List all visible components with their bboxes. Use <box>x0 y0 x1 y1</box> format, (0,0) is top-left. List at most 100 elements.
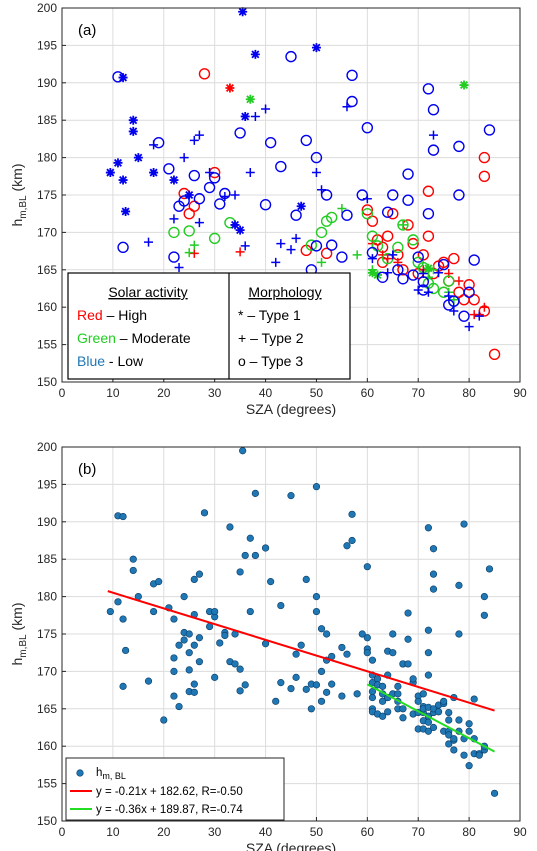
data-point <box>480 592 488 601</box>
marker-low-type3 <box>387 189 399 201</box>
marker-moderate-type1 <box>245 94 255 104</box>
data-point <box>338 643 346 652</box>
marker-low-type1 <box>118 175 128 185</box>
data-point <box>119 682 127 690</box>
marker-low-type1 <box>113 158 123 168</box>
x-tick-label: 90 <box>513 386 527 400</box>
panel-b-y-label-subscript: m,BL <box>18 634 29 658</box>
marker-low-type2 <box>261 104 271 114</box>
marker-high-type3 <box>463 279 475 291</box>
data-point <box>119 512 127 521</box>
marker-low-type3 <box>397 273 409 285</box>
marker-high-type2 <box>235 247 245 257</box>
marker-low-type3 <box>453 189 465 201</box>
data-point <box>216 639 224 647</box>
data-point <box>363 649 371 657</box>
y-tick-label: 190 <box>37 76 57 90</box>
x-tick-label: 70 <box>412 386 426 400</box>
marker-low-type3 <box>219 187 231 200</box>
panel-b-y-axis-label: hm,BL (km) <box>9 602 29 665</box>
marker-low-type3 <box>402 168 414 180</box>
data-point <box>129 566 137 575</box>
legend-solar-low-word: Blue <box>77 353 105 369</box>
data-point <box>445 708 453 717</box>
panel-a: 0 10 20 30 40 50 60 70 80 90 150 155 160 165 170 175 180… <box>9 1 527 417</box>
marker-high-type3 <box>407 237 419 250</box>
marker-moderate-type3 <box>443 275 455 287</box>
data-point <box>180 592 188 601</box>
data-point <box>440 697 448 705</box>
marker-high-type3 <box>376 241 389 254</box>
marker-low-type3 <box>163 163 175 175</box>
data-point <box>317 697 326 705</box>
x-tick-label: 70 <box>412 825 426 839</box>
data-point <box>404 635 412 643</box>
y-tick-label: 180 <box>37 590 57 604</box>
marker-low-type3 <box>448 295 460 307</box>
marker-low-type3 <box>234 127 246 139</box>
data-point <box>460 520 468 528</box>
data-point <box>399 714 407 722</box>
panel-a-y-label-unit: (km) <box>9 163 25 195</box>
panel-b-y-label-unit: (km) <box>9 602 25 634</box>
x-tick-label: 20 <box>157 825 171 839</box>
data-point <box>155 578 163 586</box>
data-point <box>485 565 494 573</box>
marker-low-type2 <box>464 322 474 332</box>
marker-low-type2 <box>174 263 184 273</box>
y-tick-label: 160 <box>37 300 57 314</box>
fit-line-green <box>366 683 496 753</box>
marker-low-type2 <box>474 311 484 321</box>
data-point <box>267 578 275 586</box>
fit-line-red <box>107 590 495 712</box>
marker-low-type3 <box>188 169 201 182</box>
data-point <box>389 649 397 657</box>
marker-low-type3 <box>336 251 348 263</box>
data-point <box>122 646 130 655</box>
data-point <box>175 641 183 649</box>
legend-solar-high-rest: – High <box>103 307 147 323</box>
legend-solar-high-word: Red <box>77 307 103 323</box>
marker-low-type1 <box>311 43 321 53</box>
legend-solar-moderate-word: Green <box>77 330 116 346</box>
data-point <box>170 615 178 623</box>
panel-a-y-label-subscript: m,BL <box>18 195 29 219</box>
data-point <box>246 534 254 542</box>
marker-moderate-type3 <box>305 239 318 251</box>
marker-low-type2 <box>189 135 199 145</box>
data-point <box>363 634 371 642</box>
marker-moderate-type3 <box>315 226 328 239</box>
data-point <box>170 692 178 700</box>
data-point <box>343 542 351 550</box>
data-point <box>297 641 305 649</box>
data-point <box>185 630 193 638</box>
data-point <box>379 682 387 690</box>
y-tick-label: 165 <box>37 263 57 277</box>
y-tick-label: 160 <box>37 739 57 753</box>
marker-low-type1 <box>149 168 159 178</box>
data-point <box>231 660 239 668</box>
y-tick-label: 155 <box>37 777 57 791</box>
panel-a-frame <box>61 7 521 383</box>
marker-high-type3 <box>381 230 394 242</box>
marker-high-type3 <box>198 68 211 80</box>
marker-low-type3 <box>417 276 430 288</box>
marker-low-type3 <box>417 284 430 296</box>
x-tick-label: 0 <box>59 386 66 400</box>
x-tick-label: 40 <box>259 386 273 400</box>
data-point <box>119 615 127 623</box>
marker-moderate-type3 <box>183 225 195 237</box>
marker-low-type3 <box>437 258 450 271</box>
y-tick-label: 175 <box>37 188 57 202</box>
x-tick-label: 60 <box>361 386 375 400</box>
data-point <box>424 649 433 657</box>
legend-solar-low-rest: - Low <box>105 353 144 369</box>
data-point <box>239 447 247 455</box>
data-point <box>338 692 346 700</box>
marker-low-type2 <box>169 214 179 224</box>
y-tick-label: 175 <box>37 627 57 641</box>
data-point <box>312 607 321 616</box>
legend-morph-type1: * – Type 1 <box>238 307 301 323</box>
y-tick-label: 180 <box>37 151 57 165</box>
data-point <box>353 690 361 698</box>
